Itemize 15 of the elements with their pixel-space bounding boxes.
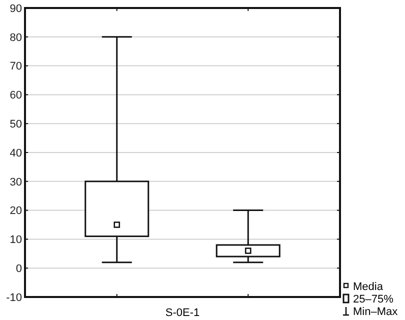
y-tick-label: 60 bbox=[10, 90, 22, 102]
y-tick-label: 40 bbox=[10, 147, 22, 160]
text: Min–Max bbox=[353, 306, 398, 318]
x-axis-title: S-0E-1 bbox=[165, 307, 200, 319]
text: 25–75% bbox=[353, 293, 394, 306]
y-tick-label: 10 bbox=[10, 234, 22, 246]
y-tick-label: 80 bbox=[10, 32, 22, 44]
y-tick-label: 50 bbox=[10, 118, 22, 130]
y-tick-label: -10 bbox=[6, 292, 22, 304]
text: Media bbox=[353, 280, 384, 293]
y-tick-label: 20 bbox=[10, 205, 22, 218]
y-tick-label: 30 bbox=[10, 176, 22, 188]
y-tick-label: 0 bbox=[16, 262, 22, 275]
y-tick-label: 70 bbox=[10, 60, 22, 73]
y-tick-label: 90 bbox=[10, 2, 22, 15]
